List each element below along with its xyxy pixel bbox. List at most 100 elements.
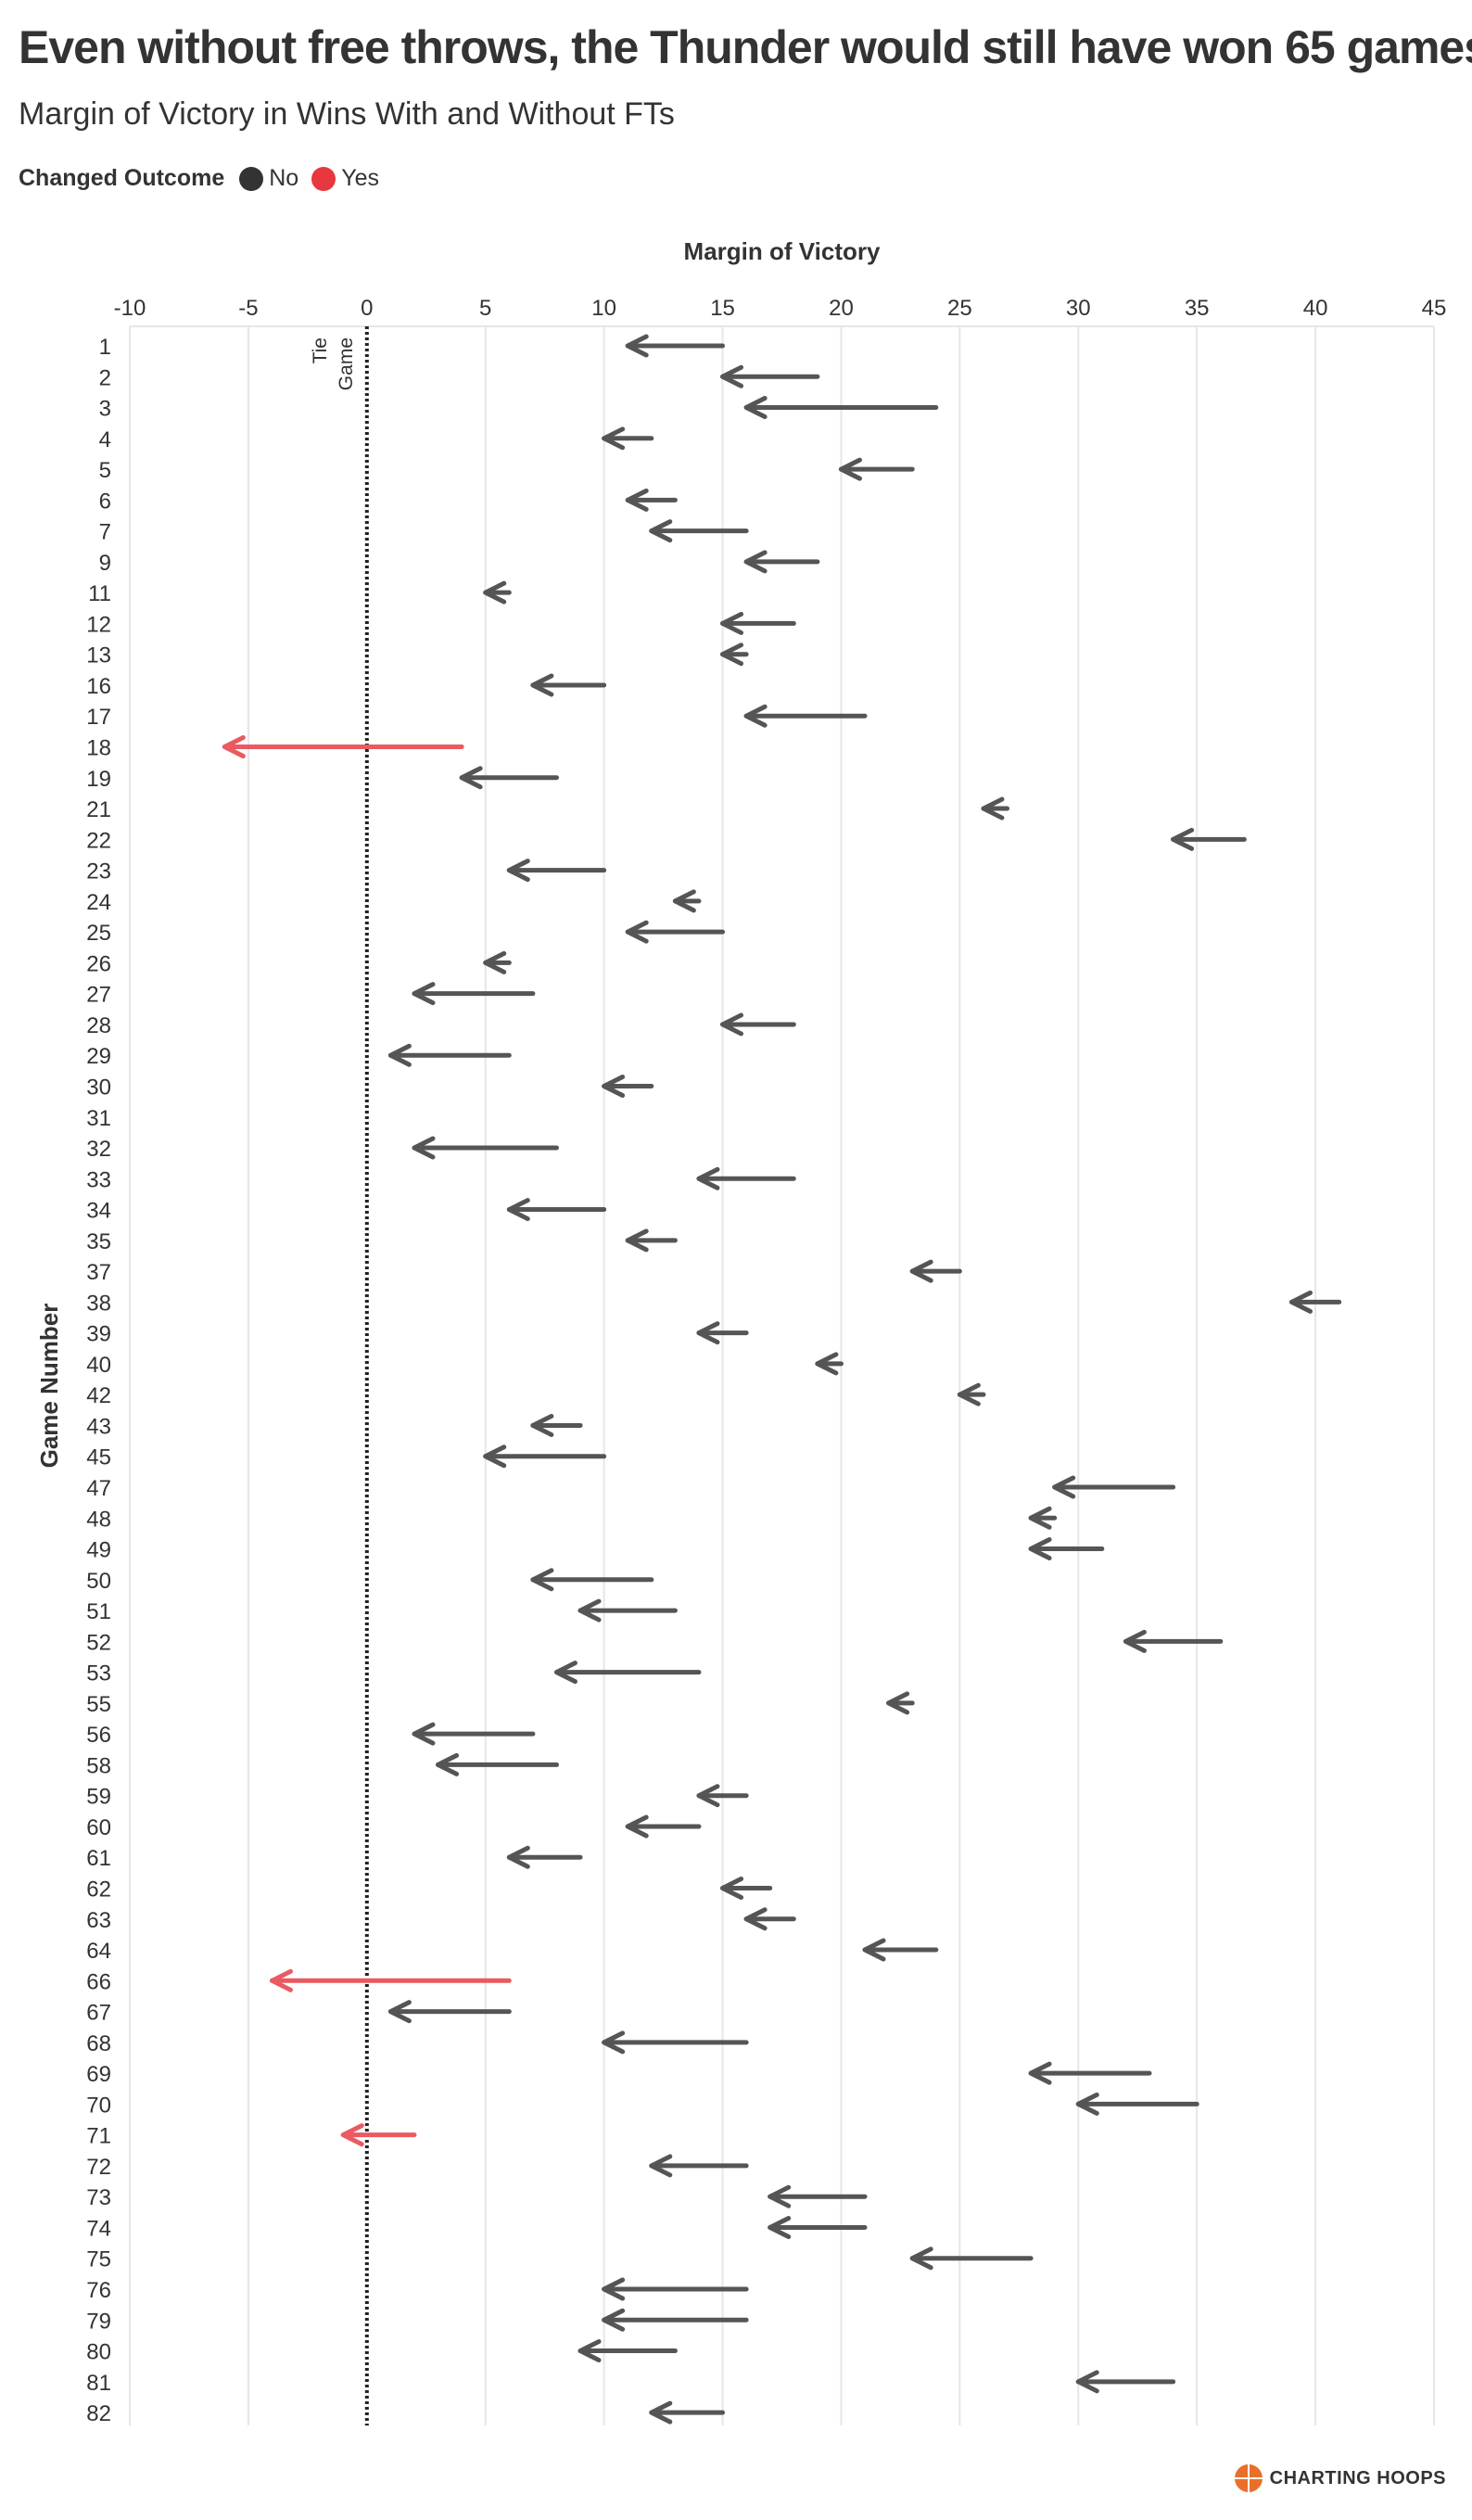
x-tick-label: 5	[479, 296, 491, 321]
game-number-label: 56	[86, 1723, 111, 1748]
game-number-label: 49	[86, 1538, 111, 1563]
game-number-label: 53	[86, 1661, 111, 1686]
arrow-head	[1052, 1475, 1076, 1499]
arrow-head	[743, 1907, 768, 1931]
arrow-head	[506, 859, 530, 883]
arrow-head-changed	[340, 2123, 364, 2147]
legend-label-yes: Yes	[341, 165, 380, 191]
arrow-head	[720, 1012, 744, 1037]
x-tick-label: 0	[361, 296, 373, 321]
game-number-label: 58	[86, 1753, 111, 1778]
game-number-label: 80	[86, 2340, 111, 2365]
arrow-head	[602, 1074, 626, 1098]
game-number-label: 71	[86, 2124, 111, 2149]
game-number-label: 55	[86, 1692, 111, 1717]
arrow-head	[483, 1445, 507, 1469]
game-number-label: 67	[86, 2001, 111, 2026]
x-tick-label: 45	[1422, 296, 1447, 321]
x-tick-label: 25	[947, 296, 972, 321]
game-number-label: 47	[86, 1476, 111, 1501]
game-number-label: 81	[86, 2371, 111, 2396]
arrow-head	[696, 1166, 720, 1190]
game-number-label: 5	[99, 458, 111, 483]
arrow-head	[530, 673, 554, 697]
arrow-head	[483, 950, 507, 974]
game-number-label: 7	[99, 520, 111, 545]
arrow-head	[625, 1814, 649, 1839]
legend-item-yes: Yes	[311, 165, 379, 192]
game-number-label: 13	[86, 643, 111, 668]
arrow-head	[387, 1043, 412, 1067]
arrow-head	[553, 1661, 577, 1685]
game-number-label: 39	[86, 1322, 111, 1347]
arrow-head	[625, 1228, 649, 1253]
arrow-head	[649, 2400, 673, 2425]
arrow-head	[625, 920, 649, 944]
arrow-head	[862, 1938, 886, 1962]
legend: Changed Outcome No Yes	[19, 165, 392, 192]
game-number-label: 68	[86, 2031, 111, 2056]
y-axis-title: Game Number	[35, 1304, 63, 1469]
game-number-label: 12	[86, 612, 111, 637]
x-tick-label: -10	[114, 296, 146, 321]
game-number-label: 37	[86, 1260, 111, 1285]
game-number-label: 4	[99, 427, 111, 452]
arrow-head	[459, 766, 483, 790]
game-number-label: 9	[99, 551, 111, 576]
arrow-head	[743, 704, 768, 728]
game-number-label: 38	[86, 1291, 111, 1316]
arrow-head	[530, 1413, 554, 1437]
arrow-head	[720, 364, 744, 388]
game-number-label: 75	[86, 2247, 111, 2272]
chart-title: Even without free throws, the Thunder wo…	[19, 21, 1472, 73]
arrow-head	[743, 550, 768, 574]
legend-item-no: No	[239, 165, 298, 192]
x-tick-label: 10	[591, 296, 616, 321]
game-number-label: 59	[86, 1785, 111, 1810]
game-number-label: 76	[86, 2278, 111, 2303]
arrow-head	[720, 611, 744, 635]
arrow-head-changed	[269, 1968, 293, 1992]
charting-hoops-logo: CHARTING HOOPS	[1234, 2464, 1446, 2492]
game-number-label: 64	[86, 1939, 111, 1964]
game-number-label: 74	[86, 2216, 111, 2241]
game-number-label: 45	[86, 1445, 111, 1470]
game-number-label: 61	[86, 1846, 111, 1871]
arrow-head	[577, 2339, 602, 2363]
game-number-label: 42	[86, 1383, 111, 1408]
game-number-label: 32	[86, 1137, 111, 1162]
x-tick-label: 15	[710, 296, 735, 321]
game-number-label: 35	[86, 1229, 111, 1254]
game-number-label: 23	[86, 859, 111, 885]
game-number-label: 1	[99, 335, 111, 360]
arrow-head	[625, 334, 649, 358]
game-label: Game	[336, 337, 357, 390]
arrow-head	[436, 1752, 460, 1776]
arrow-head	[1028, 1537, 1052, 1561]
arrow-head	[981, 796, 1005, 821]
game-number-label: 40	[86, 1353, 111, 1378]
legend-swatch-no	[239, 166, 264, 191]
game-number-label: 62	[86, 1877, 111, 1903]
arrow-head-changed	[222, 735, 246, 759]
game-number-label: 51	[86, 1599, 111, 1624]
legend-title: Changed Outcome	[19, 165, 225, 191]
game-number-label: 43	[86, 1414, 111, 1439]
game-number-label: 72	[86, 2155, 111, 2180]
game-number-label: 31	[86, 1106, 111, 1131]
arrow-head	[649, 2154, 673, 2178]
arrow-head	[768, 2215, 792, 2239]
arrow-head	[838, 457, 862, 481]
game-number-label: 29	[86, 1044, 111, 1069]
game-number-label: 79	[86, 2309, 111, 2334]
arrow-head	[720, 643, 744, 667]
arrow-head	[1075, 2092, 1099, 2116]
legend-label-no: No	[269, 165, 299, 191]
arrow-head	[909, 2246, 933, 2271]
x-tick-label: 40	[1303, 296, 1328, 321]
game-number-label: 24	[86, 890, 111, 915]
arrow-head	[506, 1845, 530, 1869]
game-number-label: 16	[86, 674, 111, 699]
game-number-label: 28	[86, 1013, 111, 1038]
